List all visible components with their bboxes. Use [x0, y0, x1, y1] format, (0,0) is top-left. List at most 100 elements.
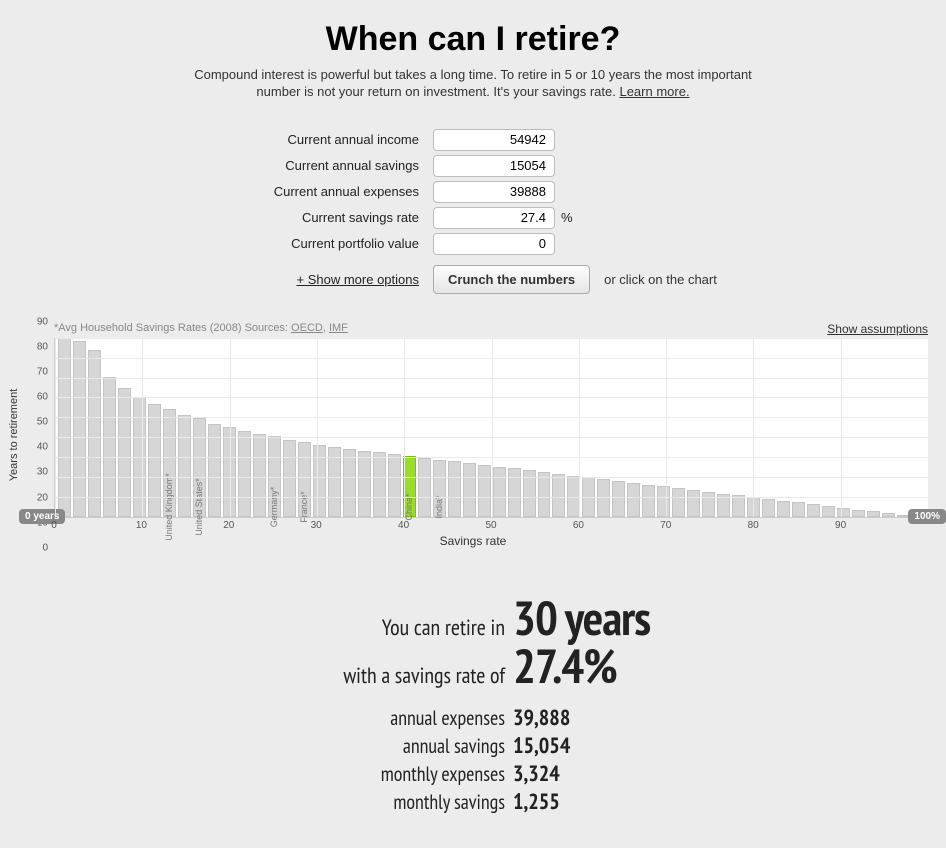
rate-suffix: %: [561, 210, 573, 225]
chart: *Avg Household Savings Rates (2008) Sour…: [18, 322, 928, 548]
x-tick: 90: [835, 520, 846, 531]
retire-label: You can retire in: [153, 614, 513, 642]
chart-bar[interactable]: [493, 467, 506, 517]
chart-bar[interactable]: [687, 490, 700, 517]
chart-plot[interactable]: United Kingdom*United States*Germany*Fra…: [54, 338, 928, 518]
x-tick: 50: [485, 520, 496, 531]
show-more-options-link[interactable]: + Show more options: [297, 272, 419, 287]
crunch-button[interactable]: Crunch the numbers: [433, 265, 590, 294]
result-label: monthly expenses: [153, 761, 513, 787]
result-value: 15,054: [513, 732, 570, 760]
y-tick: 30: [37, 467, 48, 478]
chart-bar[interactable]: [478, 465, 491, 517]
chart-source: *Avg Household Savings Rates (2008) Sour…: [54, 322, 348, 336]
chart-bar[interactable]: [538, 472, 551, 517]
chart-bar[interactable]: [178, 415, 191, 517]
chart-bar[interactable]: [463, 463, 476, 517]
chart-bar[interactable]: [777, 501, 790, 517]
chart-bar[interactable]: [448, 461, 461, 516]
rate-label: Current savings rate: [193, 210, 433, 225]
rate-result-label: with a savings rate of: [153, 662, 513, 690]
source-text: *Avg Household Savings Rates (2008) Sour…: [54, 322, 291, 334]
y-tick: 20: [37, 492, 48, 503]
chart-bar[interactable]: [762, 499, 775, 517]
chart-bar[interactable]: [672, 488, 685, 517]
y-axis-label: Years to retirement: [8, 389, 20, 482]
result-label: monthly savings: [153, 789, 513, 815]
chart-bar[interactable]: [148, 404, 161, 517]
y-tick: 80: [37, 341, 48, 352]
portfolio-input[interactable]: [433, 233, 555, 255]
chart-bar[interactable]: [882, 513, 895, 517]
chart-bar[interactable]: United Kingdom*: [163, 409, 176, 516]
chart-bar[interactable]: [283, 440, 296, 517]
x-tick: 70: [660, 520, 671, 531]
chart-bar[interactable]: [732, 495, 745, 516]
y-tick: 60: [37, 392, 48, 403]
portfolio-label: Current portfolio value: [193, 236, 433, 251]
expenses-input[interactable]: [433, 181, 555, 203]
chart-bar[interactable]: [373, 452, 386, 516]
result-label: annual savings: [153, 733, 513, 759]
chart-bar[interactable]: [822, 506, 835, 517]
y-tick: 50: [37, 417, 48, 428]
chart-bar[interactable]: [612, 481, 625, 517]
chart-bar[interactable]: [238, 431, 251, 517]
learn-more-link[interactable]: Learn more.: [619, 84, 689, 99]
x-axis-label: Savings rate: [18, 534, 928, 548]
y-tick: 70: [37, 367, 48, 378]
page-title: When can I retire?: [0, 20, 946, 59]
chart-bar[interactable]: [867, 511, 880, 516]
chart-bar[interactable]: [702, 492, 715, 517]
chart-bar[interactable]: [552, 474, 565, 517]
chart-bar[interactable]: [388, 454, 401, 517]
y-tick: 40: [37, 442, 48, 453]
source-oecd-link[interactable]: OECD: [291, 322, 323, 334]
result-label: annual expenses: [153, 705, 513, 731]
chart-bar[interactable]: [418, 458, 431, 517]
chart-bar[interactable]: [313, 445, 326, 517]
result-value: 3,324: [513, 760, 560, 788]
chart-bar[interactable]: [597, 479, 610, 517]
or-click-text: or click on the chart: [604, 272, 717, 287]
chart-bar[interactable]: [508, 468, 521, 516]
chart-bar[interactable]: [627, 483, 640, 517]
chart-bar[interactable]: [73, 341, 86, 516]
chart-bar[interactable]: United States*: [193, 418, 206, 516]
y-tick: 90: [37, 316, 48, 327]
chart-bar[interactable]: [837, 508, 850, 517]
chart-bar[interactable]: [253, 434, 266, 516]
y-tick: 0: [42, 542, 48, 553]
income-input[interactable]: [433, 129, 555, 151]
x-tick: 0: [51, 520, 57, 531]
show-assumptions-link[interactable]: Show assumptions: [827, 322, 928, 336]
results: You can retire in 30 years with a saving…: [153, 594, 793, 816]
x-axis: 0102030405060708090: [54, 518, 928, 532]
x-tick: 60: [573, 520, 584, 531]
chart-bar[interactable]: [343, 449, 356, 517]
chart-bar[interactable]: [657, 486, 670, 516]
chart-bar[interactable]: France*: [298, 442, 311, 517]
source-imf-link[interactable]: IMF: [329, 322, 348, 334]
chart-bar[interactable]: [852, 510, 865, 517]
chart-bar[interactable]: [642, 485, 655, 517]
result-value: 1,255: [513, 788, 560, 816]
x-tick: 30: [311, 520, 322, 531]
savings-input[interactable]: [433, 155, 555, 177]
chart-bar[interactable]: [807, 504, 820, 517]
chart-bar[interactable]: [792, 502, 805, 516]
expenses-label: Current annual expenses: [193, 184, 433, 199]
result-value: 39,888: [513, 704, 570, 732]
chart-bar[interactable]: India*: [433, 460, 446, 517]
savings-label: Current annual savings: [193, 158, 433, 173]
chart-bar[interactable]: [58, 338, 71, 517]
x-tick: 40: [398, 520, 409, 531]
rate-result-value: 27.4%: [513, 642, 617, 690]
rate-input[interactable]: [433, 207, 555, 229]
x-tick: 20: [223, 520, 234, 531]
chart-bar[interactable]: [358, 451, 371, 517]
bar-label: India*: [434, 495, 444, 518]
subtitle: Compound interest is powerful but takes …: [193, 67, 753, 101]
x-tick: 80: [748, 520, 759, 531]
chart-bar[interactable]: [88, 350, 101, 516]
